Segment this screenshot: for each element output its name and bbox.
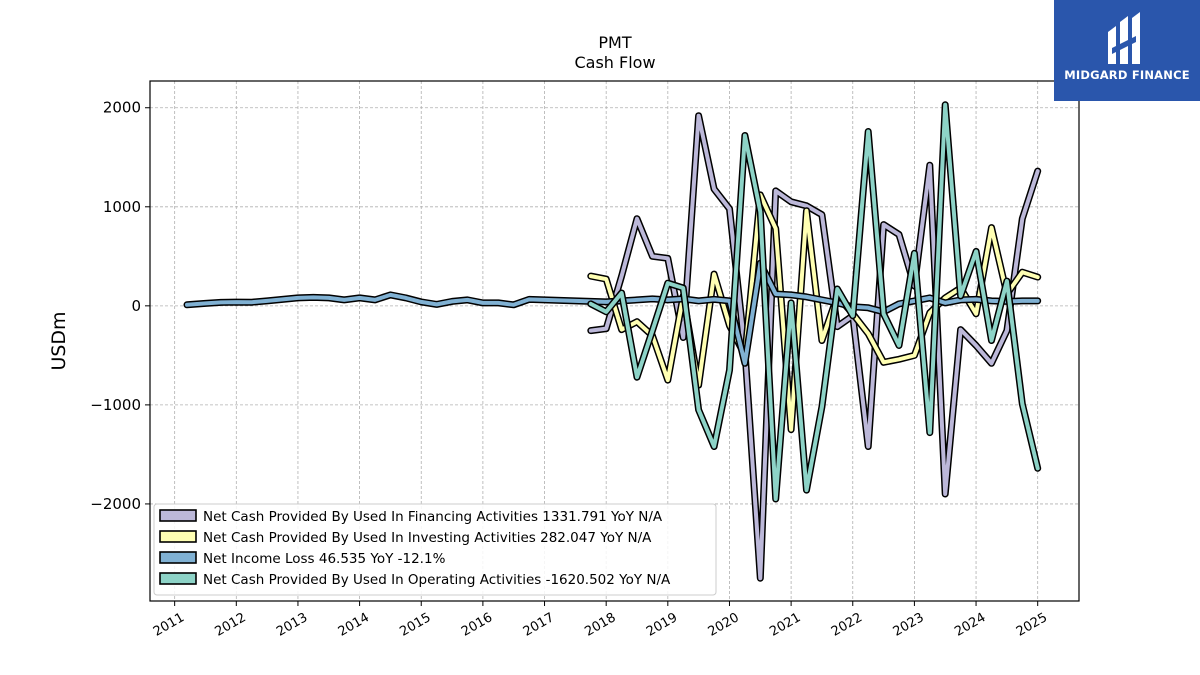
legend-swatch [159,572,197,585]
y-tick-label: −2000 [90,495,141,513]
x-tick-label: 2023 [891,610,927,640]
y-tick-label: −1000 [90,396,141,414]
legend-entry-label: Net Income Loss 46.535 YoY -12.1% [203,551,446,567]
x-tick-label: 2017 [521,610,557,640]
legend-entry-label: Net Cash Provided By Used In Operating A… [203,572,671,588]
y-tick-label: 0 [131,297,141,315]
x-tick-label: 2018 [582,610,618,640]
y-tick-label: 2000 [103,99,141,117]
logo-text: MIDGARD FINANCE [1064,68,1190,82]
x-tick-label: 2019 [644,610,680,640]
x-tick-label: 2015 [397,610,433,640]
series-lines [183,101,1042,582]
x-tick-label: 2025 [1014,610,1050,640]
series-line-stroke [588,102,1040,501]
plot-area-frame [149,80,1080,602]
x-tick-label: 2016 [459,610,495,640]
legend-entry-label: Net Cash Provided By Used In Investing A… [203,530,652,546]
x-tick-label: 2011 [151,610,187,640]
x-tick-label: 2021 [767,610,803,640]
x-tick-label: 2013 [274,610,310,640]
chart-title: PMT [598,33,631,52]
legend-swatch [159,530,197,543]
x-tick-label: 2020 [706,610,742,640]
chart-subtitle: Cash Flow [574,53,655,72]
series-line [587,112,1042,582]
x-tick-label: 2022 [829,610,865,640]
legend-entry-label: Net Cash Provided By Used In Financing A… [203,509,663,525]
series-line [587,101,1042,503]
y-axis-ticks: 2000 1000 0 −1000 −2000 [90,99,150,513]
x-tick-label: 2014 [336,610,372,640]
logo-mark-icon [1108,12,1140,64]
y-axis-label: USDm [48,311,70,370]
midgard-finance-logo: MIDGARD FINANCE [1054,0,1200,101]
legend-swatch [159,551,197,564]
legend-swatch [159,509,197,522]
series-line-stroke [588,113,1040,581]
legend-frame [153,503,717,596]
x-tick-label: 2012 [212,610,248,640]
x-axis-ticks: 2011 2012 2013 2014 2015 2016 2017 2018 2019 2020… [151,601,1050,640]
gridlines [150,81,1079,601]
legend: Net Cash Provided By Used In Financing A… [153,503,717,596]
x-tick-label: 2024 [952,610,988,640]
y-tick-label: 1000 [103,198,141,216]
